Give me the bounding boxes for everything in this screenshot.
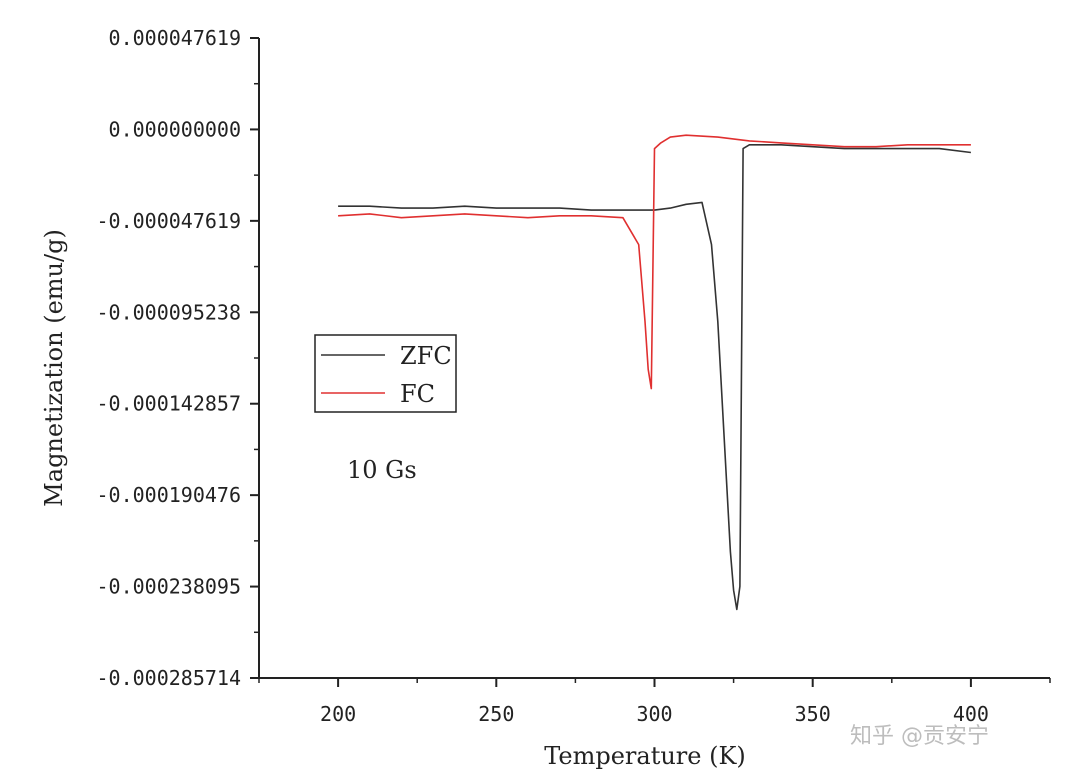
- y-tick-label: -0.000190476: [97, 483, 242, 507]
- x-tick-label: 250: [478, 702, 514, 726]
- x-tick-label: 200: [320, 702, 356, 726]
- legend-label-fc: FC: [400, 380, 435, 408]
- y-tick-label: -0.000238095: [97, 575, 242, 599]
- legend-box: [314, 334, 457, 413]
- x-tick-label: 400: [953, 702, 989, 726]
- y-tick-label: 0.000000000: [109, 117, 241, 141]
- series-layer: [338, 134, 971, 611]
- y-tick-label: -0.000285714: [97, 666, 242, 690]
- legend: ZFC FC: [314, 334, 457, 413]
- y-tick-label: -0.000142857: [97, 392, 242, 416]
- x-tick-label: 300: [636, 702, 672, 726]
- x-axis-ticks: 200 250 300 350 400: [258, 678, 1051, 726]
- field-annotation: 10 Gs: [347, 456, 417, 484]
- x-tick-label: 350: [795, 702, 831, 726]
- x-axis-title: Temperature (K): [544, 742, 746, 770]
- legend-label-zfc: ZFC: [400, 342, 452, 370]
- series-line-fc: [338, 134, 971, 390]
- y-tick-label: -0.000047619: [97, 209, 242, 233]
- y-axis-title: Magnetization (emu/g): [40, 229, 68, 507]
- y-tick-label: 0.000047619: [109, 26, 241, 50]
- watermark: 知乎 @贡安宁: [850, 724, 989, 749]
- series-line-zfc: [338, 144, 971, 611]
- y-tick-label: -0.000095238: [97, 300, 242, 324]
- y-axis-ticks: 0.000047619 0.000000000 -0.000047619 -0.000…: [97, 26, 259, 690]
